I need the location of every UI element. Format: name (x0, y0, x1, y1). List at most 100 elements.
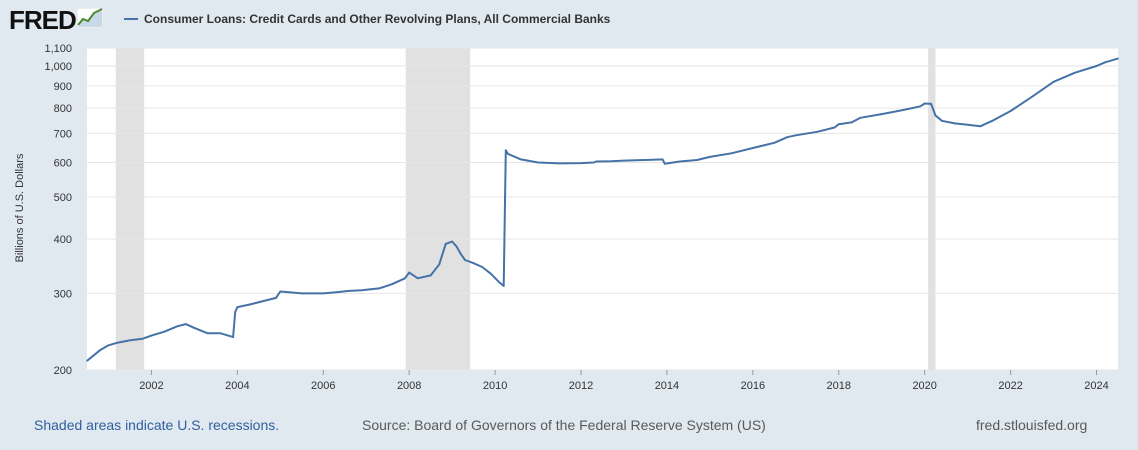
chart-legend: Consumer Loans: Credit Cards and Other R… (124, 12, 610, 26)
y-tick-labels: 200 300 400 500 600 700 800 900 1,000 1,100 (44, 43, 72, 377)
data-point (923, 102, 926, 105)
data-point (444, 243, 447, 245)
data-point (966, 123, 969, 126)
y-tick-label: 200 (54, 365, 72, 377)
data-point (880, 113, 883, 115)
data-point (730, 152, 733, 155)
data-point (361, 289, 363, 292)
data-point (644, 159, 647, 161)
data-point (696, 159, 698, 161)
data-point (505, 149, 507, 152)
data-point (404, 277, 406, 280)
data-point (249, 303, 252, 306)
data-point (378, 287, 380, 290)
recession-band-1 (405, 48, 471, 370)
data-point (429, 274, 432, 277)
data-point (610, 160, 612, 163)
site-link[interactable]: fred.stlouisfed.org (976, 417, 1088, 433)
data-point (979, 125, 982, 128)
x-tick-label: 2004 (225, 380, 249, 392)
recession-note[interactable]: Shaded areas indicate U.S. recessions. (34, 417, 280, 433)
recession-band-2 (928, 48, 936, 370)
data-point (1009, 110, 1012, 112)
y-tick-label: 500 (54, 192, 72, 204)
y-tick-label: 800 (54, 103, 72, 115)
x-tick-label: 2010 (483, 380, 507, 392)
series-layer (86, 57, 1119, 362)
data-point (185, 323, 187, 325)
x-tick-label: 2012 (569, 380, 593, 392)
data-point (661, 158, 664, 161)
y-tick-label: 600 (54, 157, 72, 169)
data-point (275, 297, 277, 299)
data-point (490, 272, 492, 275)
legend-swatch (124, 18, 138, 20)
y-tick-label: 300 (54, 288, 72, 300)
data-point (502, 285, 505, 287)
data-point (107, 344, 110, 347)
x-tick-label: 2014 (655, 380, 679, 392)
data-point (1074, 71, 1076, 74)
data-point (1052, 80, 1055, 83)
grid-layer (87, 47, 1118, 371)
logo-text: FRED (9, 5, 77, 35)
data-point (288, 291, 290, 293)
data-point (142, 337, 144, 340)
data-point (773, 141, 776, 144)
data-point (709, 156, 711, 158)
data-point (953, 122, 956, 125)
data-point (593, 161, 595, 164)
x-tick-label: 2002 (139, 380, 163, 392)
x-tick-labels: 2002 2004 2006 2008 2010 2012 2014 2016 2018 2020… (139, 370, 1109, 392)
data-point (193, 327, 196, 329)
data-point (116, 341, 118, 344)
x-tick-label: 2022 (998, 380, 1022, 392)
data-point (459, 253, 462, 255)
data-point (464, 259, 466, 261)
data-point (262, 300, 264, 302)
plot-area (87, 48, 1118, 370)
data-point (992, 119, 995, 122)
data-point (1104, 61, 1106, 64)
data-point (455, 245, 458, 248)
data-point (919, 105, 922, 108)
data-point (86, 359, 88, 362)
data-point (219, 332, 221, 335)
data-point (837, 123, 840, 125)
x-tick-label: 2016 (741, 380, 765, 392)
source-note: Source: Board of Governors of the Federa… (362, 417, 766, 433)
data-point (236, 306, 239, 308)
data-point (537, 161, 539, 164)
data-point (335, 291, 337, 293)
data-point (1031, 95, 1033, 98)
data-point (663, 162, 666, 165)
legend-label: Consumer Loans: Credit Cards and Other R… (144, 12, 611, 26)
data-point (930, 103, 932, 105)
y-tick-label: 700 (54, 128, 72, 140)
data-point (833, 126, 836, 129)
data-point (786, 136, 789, 138)
recession-band-0 (115, 48, 145, 370)
x-tick-label: 2006 (311, 380, 335, 392)
data-point (206, 332, 209, 335)
data-point (408, 271, 410, 274)
data-point (472, 262, 475, 265)
x-tick-label: 2008 (397, 380, 421, 392)
data-point (129, 339, 131, 342)
y-tick-label: 1,000 (44, 61, 72, 73)
data-point (365, 288, 368, 291)
x-tick-label: 2018 (827, 380, 851, 392)
data-point (859, 117, 862, 119)
data-point (816, 130, 819, 133)
data-point (348, 290, 350, 292)
data-point (902, 109, 905, 111)
data-point (150, 334, 153, 337)
data-point (850, 121, 853, 124)
recession-layer (115, 48, 936, 370)
data-point (580, 162, 582, 164)
data-point (1095, 65, 1098, 67)
data-point (451, 240, 453, 243)
data-point (752, 147, 754, 149)
data-point (279, 290, 282, 293)
